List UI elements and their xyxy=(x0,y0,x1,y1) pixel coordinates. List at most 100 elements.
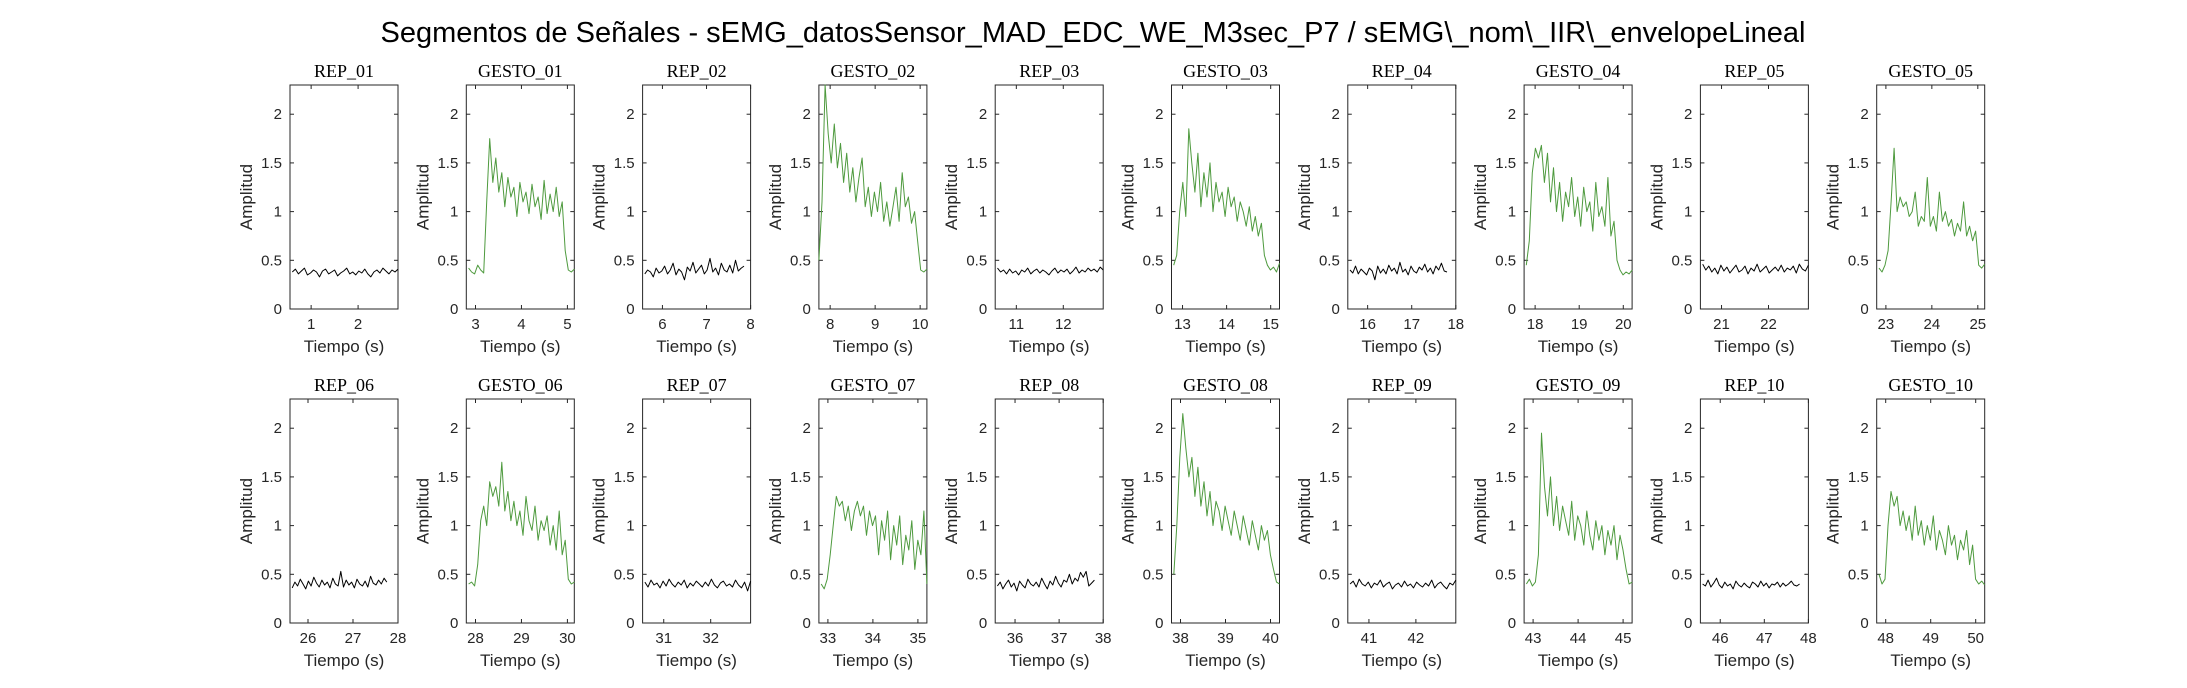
y-tick-label: 0 xyxy=(1860,615,1868,632)
subplot-title: REP_08 xyxy=(1019,375,1079,395)
axes-box xyxy=(1523,398,1633,624)
subplot-title: REP_09 xyxy=(1372,375,1432,395)
rest-signal-line xyxy=(996,570,1095,592)
axes-box xyxy=(1171,84,1280,310)
subplot-title: REP_05 xyxy=(1724,61,1784,81)
x-axis-label: Tiempo (s) xyxy=(1361,337,1442,356)
y-axis-label: Amplitud xyxy=(590,164,609,230)
x-axis-label: Tiempo (s) xyxy=(1185,651,1266,670)
y-tick-label: 0.5 xyxy=(1672,252,1693,269)
y-axis-label: Amplitud xyxy=(413,478,432,544)
y-tick-label: 2 xyxy=(450,420,458,437)
y-tick-label: 1 xyxy=(1155,204,1163,221)
x-axis-label: Tiempo (s) xyxy=(1890,651,1971,670)
rest-signal-line xyxy=(1702,263,1809,275)
subplot-title: REP_02 xyxy=(667,61,727,81)
axes-box xyxy=(1876,84,1986,310)
rest-signal-line xyxy=(644,578,752,592)
y-axis-label: Amplitud xyxy=(766,164,785,230)
y-tick-label: 2 xyxy=(1860,106,1868,123)
y-tick-label: 2 xyxy=(1684,420,1692,437)
x-tick-label: 38 xyxy=(1095,630,1112,647)
subplot-title: GESTO_01 xyxy=(478,61,563,81)
y-axis-label: Amplitud xyxy=(1471,478,1490,544)
y-tick-label: 2 xyxy=(274,106,282,123)
rest-signal-line xyxy=(997,266,1104,276)
y-tick-label: 0.5 xyxy=(1143,566,1164,583)
x-tick-label: 14 xyxy=(1218,316,1235,333)
y-tick-label: 2 xyxy=(1684,106,1692,123)
y-tick-label: 2 xyxy=(1508,106,1516,123)
y-tick-label: 1 xyxy=(979,204,987,221)
subplot-rep-02: REP_02 0 0.5 1 1.5 2 6 7 8 Tiempo (s) Amplitud xyxy=(590,61,755,356)
rest-signal-line xyxy=(1349,578,1457,590)
y-tick-label: 0 xyxy=(979,301,987,318)
x-tick-label: 6 xyxy=(658,316,666,333)
y-tick-label: 1.5 xyxy=(1319,469,1340,486)
y-tick-label: 1 xyxy=(1860,204,1868,221)
gesture-signal-line xyxy=(1525,432,1633,587)
subplot-title: GESTO_05 xyxy=(1888,61,1973,81)
x-tick-label: 49 xyxy=(1922,630,1939,647)
y-tick-label: 2 xyxy=(1860,420,1868,437)
x-tick-label: 11 xyxy=(1009,316,1025,333)
subplot-rep-05: REP_05 0 0.5 1 1.5 2 21 22 Tiempo (s) Amplitud xyxy=(1647,61,1809,356)
x-tick-label: 32 xyxy=(702,630,719,647)
subplot-rep-08: REP_08 0 0.5 1 1.5 2 36 37 38 Tiempo (s) Amplitud xyxy=(942,375,1111,670)
y-tick-label: 1.5 xyxy=(437,155,458,172)
subplot-gesto-03: GESTO_03 0 0.5 1 1.5 2 13 14 15 Tiempo (s) Amplitu… xyxy=(1119,61,1280,356)
x-tick-label: 2 xyxy=(354,316,362,333)
y-tick-label: 1.5 xyxy=(790,155,811,172)
y-tick-label: 1.5 xyxy=(790,469,811,486)
y-tick-label: 0 xyxy=(450,301,458,318)
figure-title: Segmentos de Señales - sEMG_datosSensor_… xyxy=(381,17,1806,49)
y-tick-label: 0.5 xyxy=(790,252,811,269)
y-tick-label: 2 xyxy=(979,106,987,123)
y-tick-label: 0 xyxy=(450,615,458,632)
y-tick-label: 0 xyxy=(1331,301,1339,318)
y-tick-label: 1 xyxy=(626,518,634,535)
subplot-rep-07: REP_07 0 0.5 1 1.5 2 31 32 Tiempo (s) Amplitud xyxy=(590,375,752,670)
x-tick-label: 36 xyxy=(1007,630,1024,647)
subplot-title: GESTO_07 xyxy=(831,375,916,395)
subplot-rep-09: REP_09 0 0.5 1 1.5 2 41 42 Tiempo (s) Amplitud xyxy=(1295,375,1457,670)
x-axis-label: Tiempo (s) xyxy=(656,651,737,670)
gesture-signal-line xyxy=(1878,147,1986,273)
y-tick-label: 0.5 xyxy=(1672,566,1693,583)
y-axis-label: Amplitud xyxy=(1647,164,1666,230)
axes-box xyxy=(1699,398,1809,624)
y-axis-label: Amplitud xyxy=(237,478,256,544)
y-tick-label: 2 xyxy=(1155,420,1163,437)
x-tick-label: 10 xyxy=(912,316,929,333)
x-tick-label: 37 xyxy=(1051,630,1068,647)
gesture-signal-line xyxy=(818,84,928,273)
gesture-signal-line xyxy=(468,461,575,587)
y-axis-label: Amplitud xyxy=(1295,478,1314,544)
y-tick-label: 0.5 xyxy=(1319,566,1340,583)
y-tick-label: 1.5 xyxy=(261,469,282,486)
y-tick-label: 0.5 xyxy=(1495,252,1516,269)
subplot-gesto-07: GESTO_07 0 0.5 1 1.5 2 33 34 35 Tiempo (s) Amplitu… xyxy=(766,375,928,670)
axes-box xyxy=(1876,398,1986,624)
x-axis-label: Tiempo (s) xyxy=(833,337,914,356)
y-axis-label: Amplitud xyxy=(413,164,432,230)
x-tick-label: 19 xyxy=(1571,316,1588,333)
x-tick-label: 13 xyxy=(1174,316,1191,333)
x-axis-label: Tiempo (s) xyxy=(1890,337,1971,356)
x-axis-label: Tiempo (s) xyxy=(304,651,385,670)
x-tick-label: 41 xyxy=(1361,630,1378,647)
subplot-title: GESTO_04 xyxy=(1536,61,1621,81)
subplot-title: GESTO_06 xyxy=(478,375,563,395)
axes-box xyxy=(642,398,752,624)
subplot-title: REP_01 xyxy=(314,61,374,81)
y-tick-label: 0 xyxy=(1155,301,1163,318)
y-tick-label: 0.5 xyxy=(790,566,811,583)
y-axis-label: Amplitud xyxy=(766,478,785,544)
x-tick-label: 42 xyxy=(1408,630,1425,647)
y-tick-label: 1 xyxy=(274,518,282,535)
x-tick-label: 20 xyxy=(1615,316,1632,333)
y-tick-label: 1 xyxy=(450,204,458,221)
y-tick-label: 0.5 xyxy=(1143,252,1164,269)
y-axis-label: Amplitud xyxy=(1824,478,1843,544)
